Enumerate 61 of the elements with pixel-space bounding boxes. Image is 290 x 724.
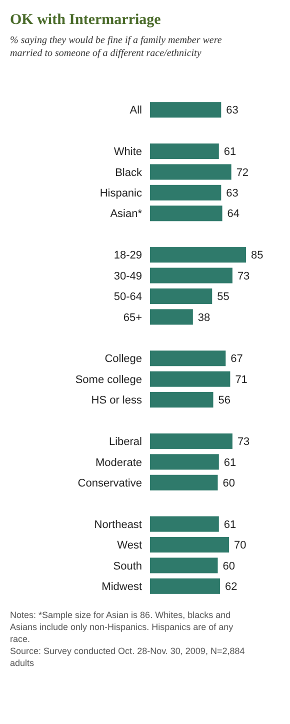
bar [150,102,222,118]
bar [150,143,219,160]
bar [150,516,219,532]
y-tick-label: Conservative [78,477,142,490]
bar [150,392,214,408]
y-tick-label: Some college [75,374,142,386]
y-tick-label: College [104,353,142,366]
y-tick-label: 50-64 [114,291,142,304]
data-label: 71 [235,374,248,386]
bar [150,454,219,470]
bar [150,433,232,449]
y-tick-label: West [117,540,142,552]
data-label: 61 [224,146,236,158]
bar [150,184,222,200]
data-label: 60 [222,560,236,572]
chart-subtitle: % saying they would be fine if a family member were married to someone of a different race/ethnicity [10,35,222,59]
chart-title: OK with Intermarriage [10,12,162,28]
data-label: 72 [236,166,249,179]
bar [150,309,193,325]
bar [150,371,230,387]
bar [150,350,226,366]
data-label: 67 [230,353,243,366]
data-label: 61 [224,456,236,469]
data-label: 38 [198,312,210,324]
y-tick-label: Black [115,166,142,179]
data-label: 56 [218,394,230,407]
y-tick-label: White [114,146,142,158]
data-label: 64 [227,208,240,220]
text: Notes: *Sample size for Asian is 86. Whites, blacks and Asians include only non-Hispanics. Hispanics are of any race. [10,610,234,644]
bar [150,206,222,222]
data-label: 61 [224,518,236,531]
source-note: Source: Survey conducted Oct. 28-Nov. 30, 2009, N=2,884 adults [10,646,245,668]
y-tick-label: Midwest [102,581,142,594]
bar [150,268,232,284]
y-tick-label: Northeast [94,518,142,531]
y-tick-label: 65+ [123,312,142,324]
bar [150,247,246,263]
bar [150,474,218,490]
data-label: 85 [251,250,264,262]
data-label: 62 [225,581,238,594]
data-label: 73 [237,270,250,282]
data-label: 63 [226,104,238,117]
data-label: 60 [222,477,236,490]
data-label: 55 [217,291,230,304]
data-label: 70 [234,540,246,552]
y-tick-label: Hispanic [100,188,142,200]
y-tick-label: HS or less [91,394,142,407]
data-label: 63 [226,188,238,200]
y-tick-label: Liberal [108,436,142,448]
bar [150,288,212,304]
y-tick-label: All [130,104,142,117]
data-label: 73 [237,436,250,448]
bar [150,578,220,594]
bar [150,164,232,180]
y-tick-label: 30-49 [114,270,142,282]
y-tick-label: 18-29 [114,250,142,262]
bar [150,558,218,574]
y-tick-label: Asian* [110,208,143,220]
bar [150,536,230,553]
y-tick-label: South [113,560,142,572]
y-tick-label: Moderate [96,456,142,469]
